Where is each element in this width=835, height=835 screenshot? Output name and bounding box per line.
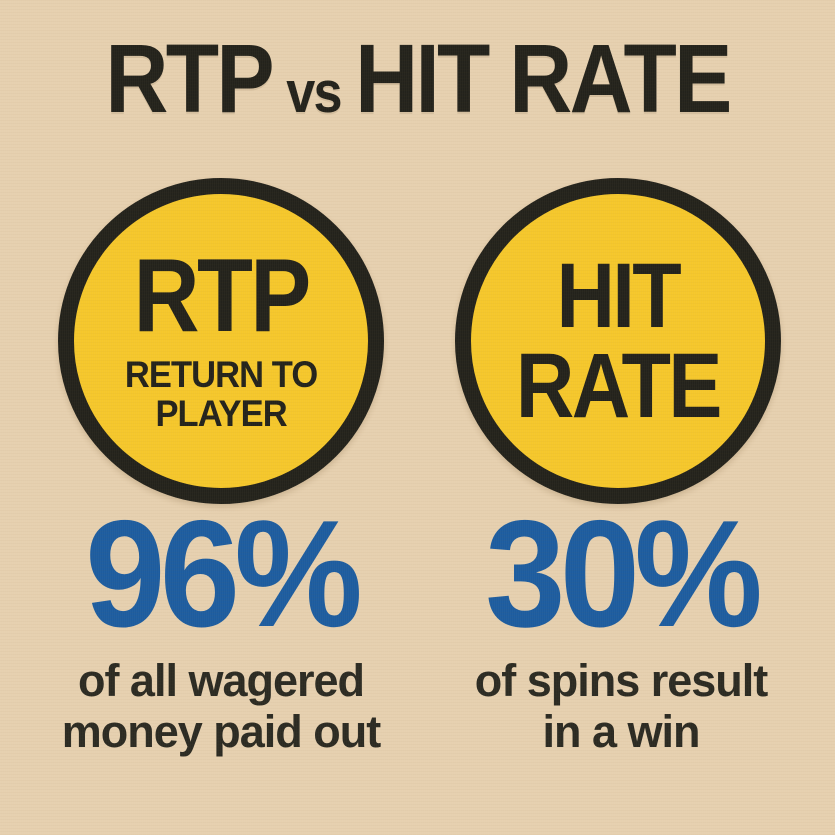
hit-rate-badge-circle: HIT RATE [455, 178, 781, 504]
hit-rate-caption-line-2: in a win [542, 705, 700, 757]
title-separator-vs: vs [286, 60, 342, 125]
rtp-caption-line-2: money paid out [61, 705, 382, 757]
rtp-stat-value: 96% [85, 489, 363, 659]
rtp-stat-column: 96% of all wagered money paid out [21, 498, 421, 758]
hit-rate-caption: of spins result in a win [421, 655, 821, 758]
hit-rate-caption-line-1: of spins result [474, 655, 769, 706]
title-word-rtp: RTP [105, 24, 274, 133]
rtp-badge-sub-line-2: PLAYER [155, 392, 287, 434]
rtp-badge-circle: RTP RETURN TO PLAYER [58, 178, 384, 504]
hit-rate-badge-text: HIT RATE [516, 244, 722, 437]
hit-rate-stat-value: 30% [485, 489, 763, 659]
hit-rate-badge-main-line-1: HIT [556, 244, 682, 347]
page-title: RTP vs HIT RATE [42, 30, 794, 127]
rtp-caption: of all wagered money paid out [21, 655, 421, 758]
hit-rate-badge-main-label: HIT RATE [516, 244, 722, 437]
rtp-badge-sub-label: RETURN TO PLAYER [124, 353, 318, 434]
hit-rate-stat-column: 30% of spins result in a win [421, 498, 821, 758]
hit-rate-badge-main-line-2: RATE [516, 335, 722, 437]
rtp-badge-main-label: RTP [133, 237, 311, 354]
rtp-badge-text: RTP RETURN TO PLAYER [125, 237, 318, 433]
rtp-badge-sub-line-1: RETURN TO [124, 353, 318, 395]
rtp-caption-line-1: of all wagered [77, 655, 365, 706]
title-word-hit-rate: HIT RATE [355, 24, 732, 133]
